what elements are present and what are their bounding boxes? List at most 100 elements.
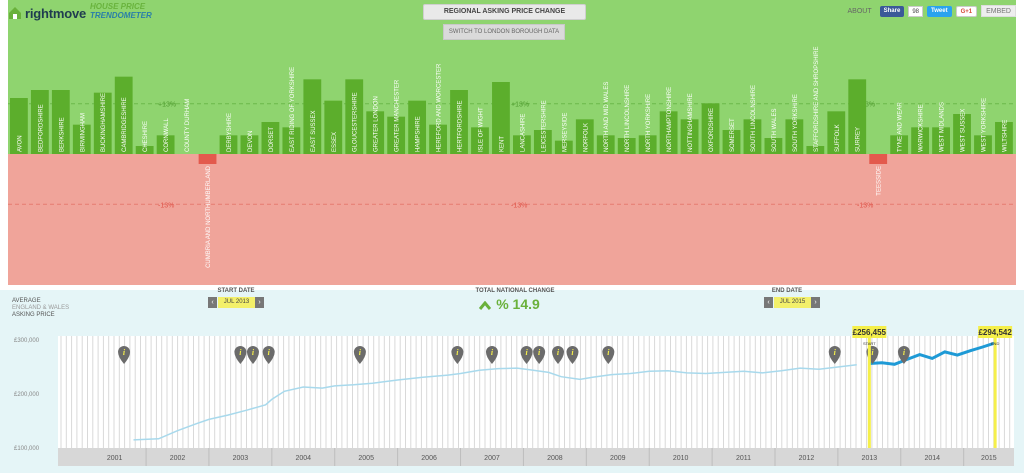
- product-line-1: HOUSE PRICE: [90, 2, 146, 11]
- info-marker-pin: [246, 346, 259, 364]
- region-label: CHESHIRE: [143, 121, 149, 152]
- info-marker-icon[interactable]: i: [828, 346, 841, 364]
- x-tick-label: 2010: [673, 455, 689, 462]
- reference-label: -13%: [158, 202, 174, 209]
- info-marker-icon[interactable]: i: [246, 346, 259, 364]
- y-tick-label: £100,000: [14, 446, 40, 452]
- region-bar: [282, 127, 301, 154]
- info-marker-glyph: i: [525, 348, 528, 357]
- start-date-label: START DATE: [217, 288, 255, 294]
- end-date-value[interactable]: JUL 2015: [774, 297, 811, 308]
- average-price-label: AVERAGE ENGLAND & WALES ASKING PRICE: [12, 298, 69, 319]
- average-subtitle: ENGLAND & WALES: [12, 305, 70, 311]
- start-date-next-button[interactable]: ›: [255, 297, 264, 308]
- x-tick-label: 2001: [107, 455, 123, 462]
- region-label: SURREY: [856, 127, 862, 152]
- info-marker-icon[interactable]: i: [118, 346, 131, 364]
- start-marker-price: £256,455: [853, 328, 887, 337]
- asking-price-timeline[interactable]: £100,000 £200,000 £300,000 2001 2002 2003 2004…: [0, 290, 1024, 473]
- facebook-share-button[interactable]: Share: [879, 5, 905, 17]
- rightmove-logo[interactable]: rightmove: [8, 4, 86, 22]
- region-bar: [408, 100, 427, 154]
- info-marker-icon[interactable]: i: [234, 346, 247, 364]
- region-label: BERKSHIRE: [59, 117, 65, 152]
- end-date-prev-button[interactable]: ‹: [764, 297, 773, 308]
- region-bar: [974, 135, 992, 154]
- region-bar: [617, 138, 636, 154]
- x-tick-label: 2011: [736, 455, 751, 462]
- asking-price-title: ASKING PRICE: [12, 312, 55, 318]
- x-tick-label: 2007: [484, 455, 500, 462]
- info-marker-icon[interactable]: i: [552, 346, 565, 364]
- region-label: MERSEYSIDE: [562, 113, 568, 152]
- region-bar: [890, 135, 909, 154]
- info-marker-glyph: i: [239, 348, 242, 357]
- x-tick-label: 2003: [233, 455, 249, 462]
- region-bar: [114, 76, 133, 154]
- region-label: ISLE OF WIGHT: [478, 107, 484, 152]
- info-marker-icon[interactable]: i: [897, 346, 910, 364]
- info-marker-glyph: i: [252, 348, 255, 357]
- info-marker-glyph: i: [456, 348, 459, 357]
- region-bar: [219, 135, 238, 154]
- start-date-value[interactable]: JUL 2013: [218, 297, 255, 308]
- region-label: TYNE AND WEAR: [898, 102, 904, 152]
- region-label: GREATER MANCHESTER: [395, 79, 401, 152]
- region-bar: [345, 79, 364, 154]
- total-change-label: TOTAL NATIONAL CHANGE: [475, 288, 555, 294]
- info-marker-glyph: i: [268, 348, 271, 357]
- region-label: WILTSHIRE: [1002, 120, 1008, 152]
- region-label: WEST SUSSEX: [961, 109, 967, 152]
- region-label: DORSET: [269, 127, 275, 152]
- info-marker-icon[interactable]: i: [602, 346, 615, 364]
- price-line-selected: [869, 341, 996, 366]
- header-actions: ABOUT Share 98 Tweet G+1 EMBED: [848, 4, 1016, 18]
- region-bar: [575, 119, 594, 154]
- region-bar: [701, 103, 720, 154]
- info-marker-icon[interactable]: i: [566, 346, 579, 364]
- region-bar: [785, 119, 804, 154]
- region-label: GLOUCESTERSHIRE: [353, 92, 359, 152]
- info-marker-icon[interactable]: i: [520, 346, 533, 364]
- info-marker-glyph: i: [359, 348, 362, 357]
- region-label: WARWICKSHIRE: [919, 104, 925, 152]
- y-tick-label: £200,000: [14, 392, 40, 398]
- info-marker-icon[interactable]: i: [533, 346, 546, 364]
- region-label: HAMPSHIRE: [416, 116, 422, 152]
- google-plus-button[interactable]: G+1: [955, 5, 978, 17]
- x-tick-label: 2002: [170, 455, 186, 462]
- x-tick-label: 2014: [924, 455, 940, 462]
- page-title: REGIONAL ASKING PRICE CHANGE: [423, 4, 586, 20]
- x-tick-label: 2015: [981, 455, 997, 462]
- end-date-next-button[interactable]: ›: [811, 297, 820, 308]
- region-bar: [156, 135, 175, 154]
- region-bar: [596, 135, 615, 154]
- region-label: LANCASHIRE: [520, 114, 526, 152]
- region-bar: [827, 111, 846, 154]
- region-bar: [51, 90, 70, 154]
- tweet-button[interactable]: Tweet: [927, 5, 952, 17]
- info-marker-icon[interactable]: i: [485, 346, 498, 364]
- x-tick-label: 2012: [799, 455, 815, 462]
- about-link[interactable]: ABOUT: [847, 7, 872, 15]
- switch-london-button[interactable]: SWITCH TO LONDON BOROUGH DATA: [443, 24, 565, 40]
- info-marker-icon[interactable]: i: [451, 346, 464, 364]
- info-marker-glyph: i: [491, 348, 494, 357]
- start-date-prev-button[interactable]: ‹: [208, 297, 217, 308]
- region-bar: [324, 100, 343, 154]
- info-marker-pin: [520, 346, 533, 364]
- info-marker-icon[interactable]: i: [262, 346, 275, 364]
- x-tick-label: 2009: [610, 455, 626, 462]
- region-label: HEREFORD AND WORCESTER: [437, 63, 443, 152]
- info-marker-glyph: i: [607, 348, 610, 357]
- reference-label: -13%: [511, 202, 527, 209]
- info-marker-glyph: i: [557, 348, 560, 357]
- region-label: NOTTINGHAMSHIRE: [688, 93, 694, 152]
- region-bar: [848, 79, 867, 154]
- region-label: NORTH AND MID WALES: [604, 82, 610, 152]
- region-label: HERTFORDSHIRE: [458, 100, 464, 152]
- info-marker-glyph: i: [834, 348, 837, 357]
- embed-button[interactable]: EMBED: [981, 5, 1016, 17]
- info-marker-icon[interactable]: i: [353, 346, 366, 364]
- region-bar: [659, 111, 678, 154]
